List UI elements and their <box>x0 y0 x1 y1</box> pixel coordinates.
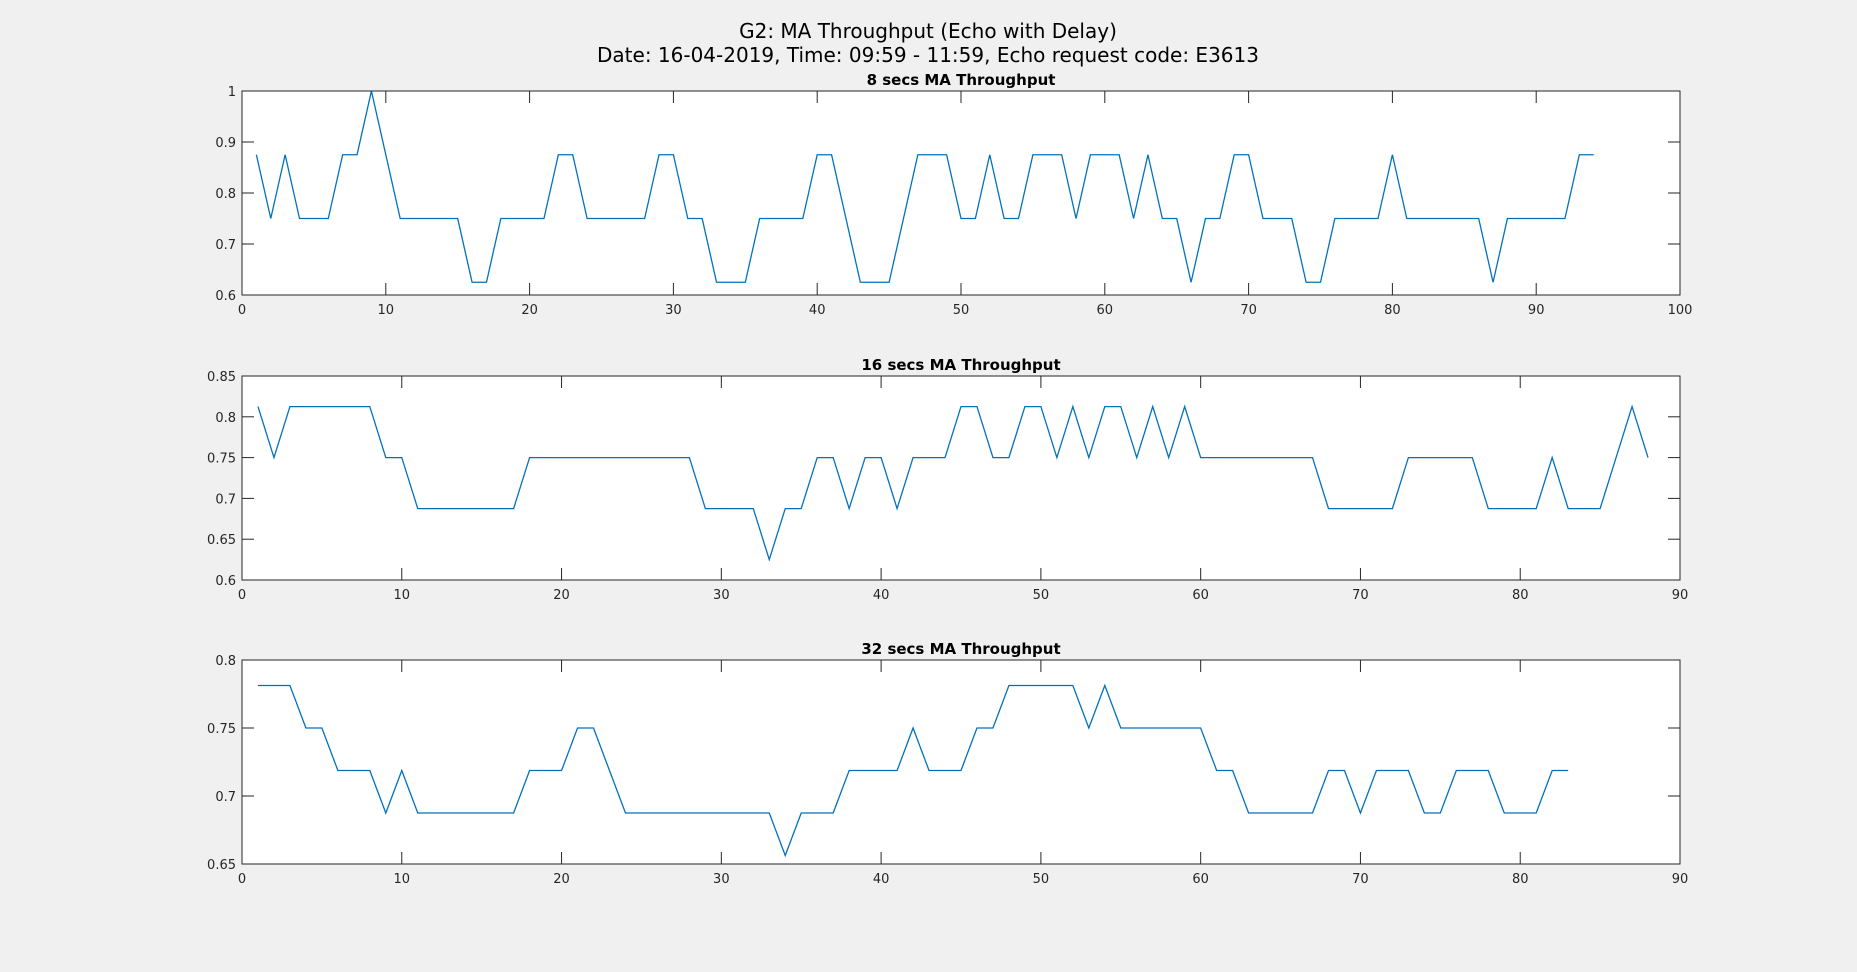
subplot-title: 32 secs MA Throughput <box>861 640 1060 658</box>
x-tick-label: 70 <box>1240 303 1257 318</box>
x-tick-label: 20 <box>553 588 570 603</box>
x-tick-label: 50 <box>953 303 970 318</box>
series-line <box>257 404 1649 562</box>
series-line <box>255 90 1594 283</box>
axes-2: 16 secs MA Throughput 0 10 20 30 40 50 60 70 80 90… <box>207 356 1688 603</box>
x-tick-label: 30 <box>713 872 730 887</box>
plot-area <box>242 660 1680 864</box>
figure-title-line2: Date: 16-04-2019, Time: 09:59 - 11:59, E… <box>597 43 1259 67</box>
x-tick-label: 60 <box>1192 588 1209 603</box>
x-tick-label: 80 <box>1512 588 1529 603</box>
y-tick-label: 0.9 <box>215 136 236 151</box>
x-tick-label: 70 <box>1352 588 1369 603</box>
x-tick-label: 60 <box>1097 303 1114 318</box>
axes-3: 32 secs MA Throughput 0 10 20 30 40 50 60 70 80 90… <box>207 640 1688 887</box>
x-tick-label: 40 <box>873 872 890 887</box>
x-tick-label: 50 <box>1033 872 1050 887</box>
figure-title-line1: G2: MA Throughput (Echo with Delay) <box>739 19 1117 43</box>
x-tick-label: 80 <box>1384 303 1401 318</box>
axes-box <box>241 659 1681 865</box>
x-tick-label: 90 <box>1528 303 1545 318</box>
subplot-title: 16 secs MA Throughput <box>861 356 1060 374</box>
plot-area <box>242 91 1680 295</box>
y-tick-label: 0.75 <box>207 452 236 467</box>
x-tick-label: 0 <box>238 588 246 603</box>
x-tick-label: 0 <box>238 872 246 887</box>
x-tick-label: 20 <box>521 303 538 318</box>
x-tick-label: 90 <box>1672 872 1689 887</box>
y-tick-label: 1 <box>228 85 236 100</box>
x-tick-label: 40 <box>873 588 890 603</box>
subplot-title: 8 secs MA Throughput <box>867 71 1056 89</box>
x-tick-label: 70 <box>1352 872 1369 887</box>
y-tick-label: 0.8 <box>215 187 236 202</box>
y-tick-label: 0.85 <box>207 370 236 385</box>
y-tick-label: 0.65 <box>207 858 236 873</box>
x-tick-label: 90 <box>1672 588 1689 603</box>
x-tick-label: 0 <box>238 303 246 318</box>
x-tick-label: 30 <box>713 588 730 603</box>
x-tick-label: 10 <box>378 303 395 318</box>
x-tick-label: 60 <box>1192 872 1209 887</box>
y-tick-label: 0.7 <box>215 238 236 253</box>
x-tick-label: 10 <box>394 872 411 887</box>
y-tick-label: 0.8 <box>215 411 236 426</box>
axes-box <box>241 90 1681 296</box>
x-tick-label: 100 <box>1668 303 1693 318</box>
axes-1: 8 secs MA Throughput 0 10 20 30 40 50 60 70 80 90 1… <box>215 71 1692 318</box>
x-tick-label: 80 <box>1512 872 1529 887</box>
x-tick-label: 20 <box>553 872 570 887</box>
y-tick-label: 0.6 <box>215 289 236 304</box>
x-tick-label: 30 <box>665 303 682 318</box>
x-tick-label: 50 <box>1033 588 1050 603</box>
x-tick-label: 10 <box>394 588 411 603</box>
y-tick-label: 0.6 <box>215 574 236 589</box>
x-tick-label: 40 <box>809 303 826 318</box>
axes-box <box>241 375 1681 581</box>
y-tick-label: 0.8 <box>215 654 236 669</box>
plot-area <box>242 376 1680 580</box>
y-tick-label: 0.7 <box>215 790 236 805</box>
y-tick-label: 0.65 <box>207 533 236 548</box>
y-tick-label: 0.7 <box>215 492 236 507</box>
series-line <box>257 683 1569 858</box>
y-tick-label: 0.75 <box>207 722 236 737</box>
